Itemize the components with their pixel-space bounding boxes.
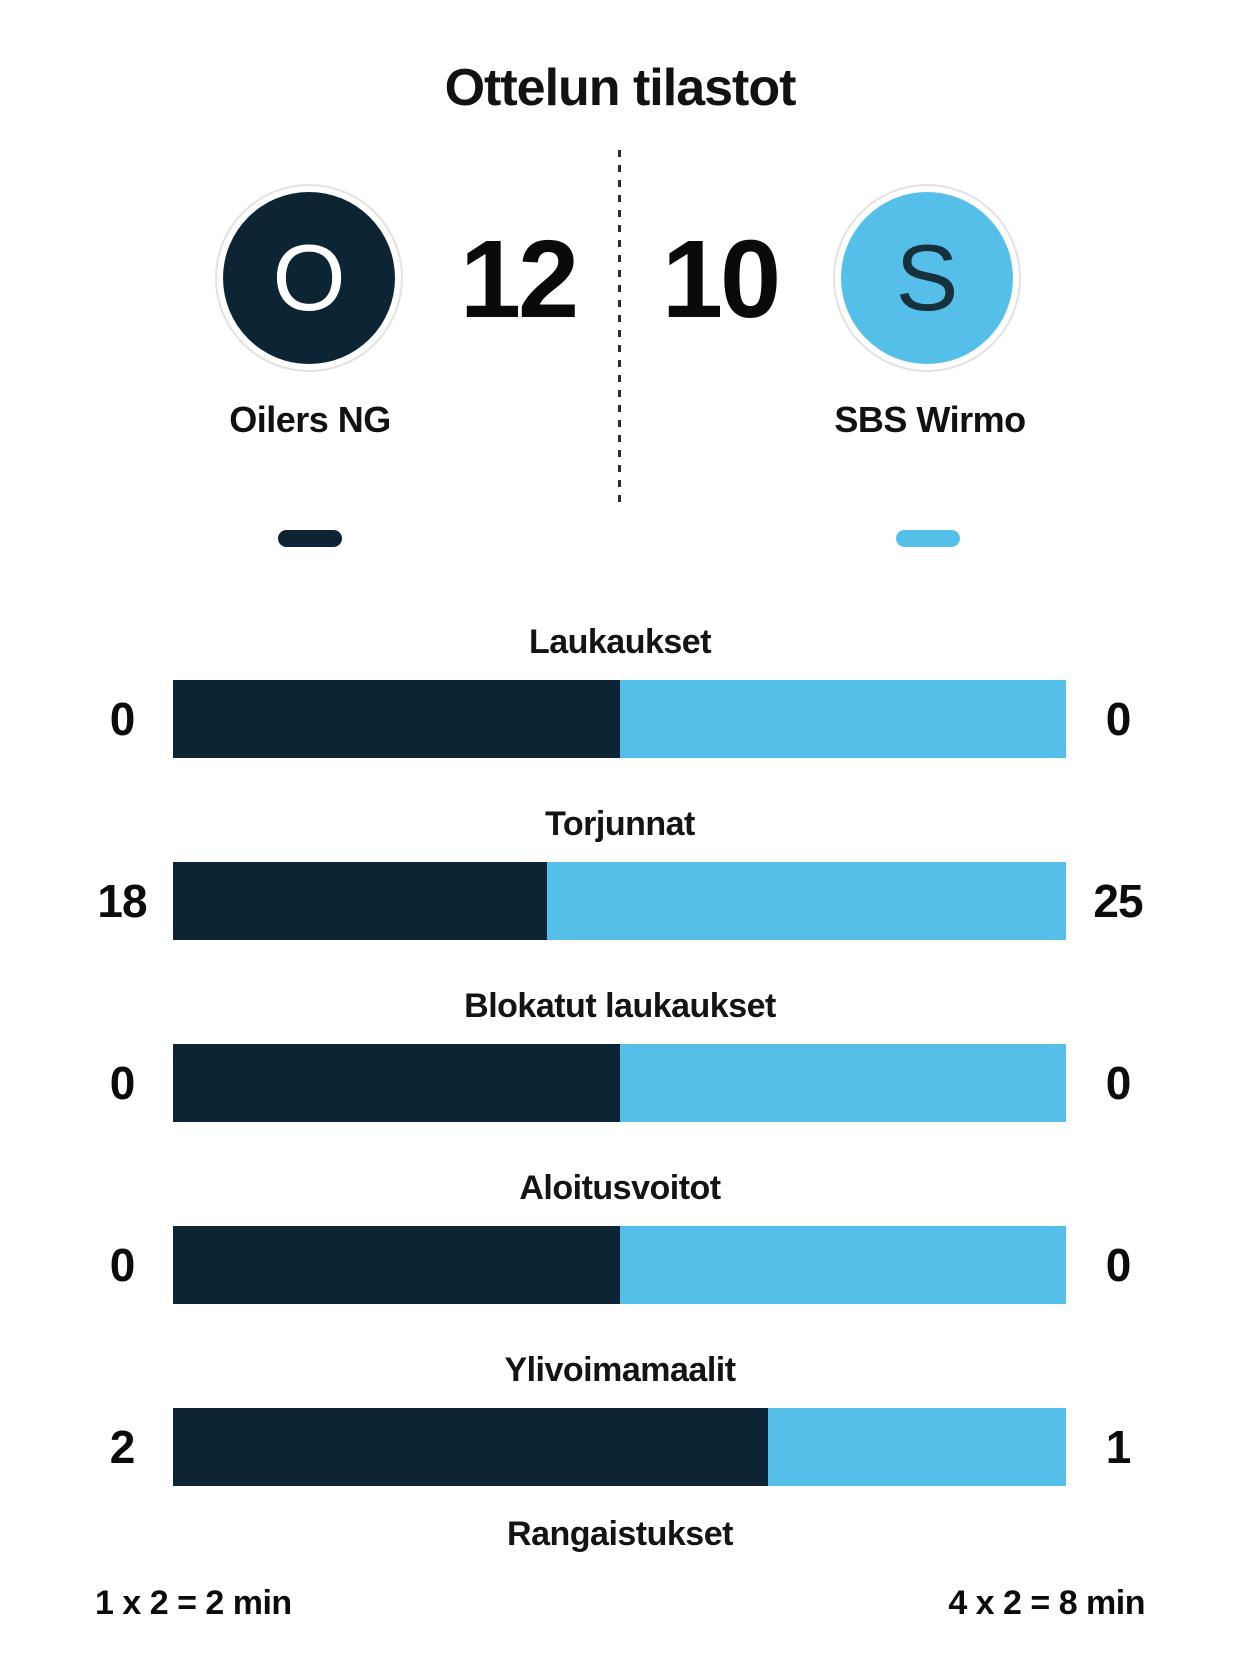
stat-bar-away-segment bbox=[619, 1226, 1066, 1304]
home-legend-pill bbox=[278, 530, 342, 547]
stat-home-value: 0 bbox=[109, 693, 136, 745]
away-team-initial: S bbox=[895, 225, 959, 330]
away-score: 10 bbox=[661, 218, 781, 341]
stat-away-value: 1 bbox=[1105, 1421, 1132, 1473]
stat-label: Blokatut laukaukset bbox=[464, 987, 776, 1025]
stat-bar-away-segment bbox=[768, 1408, 1066, 1486]
stat-row: Laukaukset 0 0 bbox=[0, 622, 1240, 758]
stat-bar-home-segment bbox=[173, 1044, 620, 1122]
stat-bar bbox=[173, 862, 1066, 940]
stat-home-value: 0 bbox=[109, 1057, 136, 1109]
stat-label: Aloitusvoitot bbox=[519, 1169, 721, 1207]
away-team-name: SBS Wirmo bbox=[834, 399, 1026, 440]
home-penalties-value: 1 x 2 = 2 min bbox=[95, 1584, 292, 1622]
penalties-label: Rangaistukset bbox=[507, 1515, 733, 1553]
stat-row: Torjunnat 18 25 bbox=[0, 804, 1240, 940]
away-legend-pill bbox=[896, 530, 960, 547]
stat-bar-home-segment bbox=[173, 1226, 620, 1304]
home-team-badge: O bbox=[215, 184, 403, 372]
stat-bar-away-segment bbox=[546, 862, 1066, 940]
stat-away-value: 0 bbox=[1105, 1239, 1132, 1291]
stat-bar bbox=[173, 1044, 1066, 1122]
stat-label: Torjunnat bbox=[545, 805, 695, 843]
away-penalties-value: 4 x 2 = 8 min bbox=[948, 1584, 1145, 1622]
stat-label: Laukaukset bbox=[528, 623, 712, 661]
stat-away-value: 25 bbox=[1093, 875, 1143, 927]
stat-bar-home-segment bbox=[173, 680, 620, 758]
stat-bar-home-segment bbox=[173, 1408, 769, 1486]
away-team-logo: S bbox=[841, 192, 1013, 364]
stat-row: Blokatut laukaukset 0 0 bbox=[0, 986, 1240, 1122]
stat-bar-away-segment bbox=[619, 680, 1066, 758]
stat-home-value: 0 bbox=[109, 1239, 136, 1291]
home-team-name: Oilers NG bbox=[229, 399, 391, 440]
stat-row: Aloitusvoitot 0 0 bbox=[0, 1168, 1240, 1304]
page-title: Ottelun tilastot bbox=[444, 59, 797, 117]
score-divider-dashed-line bbox=[618, 150, 621, 508]
stat-row: Ylivoimamaalit 2 1 bbox=[0, 1350, 1240, 1486]
stat-home-value: 2 bbox=[109, 1421, 136, 1473]
stat-bar-home-segment bbox=[173, 862, 547, 940]
stat-bar bbox=[173, 1408, 1066, 1486]
stat-away-value: 0 bbox=[1105, 1057, 1132, 1109]
stat-bar bbox=[173, 680, 1066, 758]
stat-home-value: 18 bbox=[97, 875, 147, 927]
home-score: 12 bbox=[459, 218, 579, 341]
home-team-logo: O bbox=[223, 192, 395, 364]
stat-bar-away-segment bbox=[619, 1044, 1066, 1122]
stat-bar bbox=[173, 1226, 1066, 1304]
home-team-initial: O bbox=[272, 225, 346, 330]
stat-label: Ylivoimamaalit bbox=[504, 1351, 736, 1389]
stat-away-value: 0 bbox=[1105, 693, 1132, 745]
away-team-badge: S bbox=[833, 184, 1021, 372]
